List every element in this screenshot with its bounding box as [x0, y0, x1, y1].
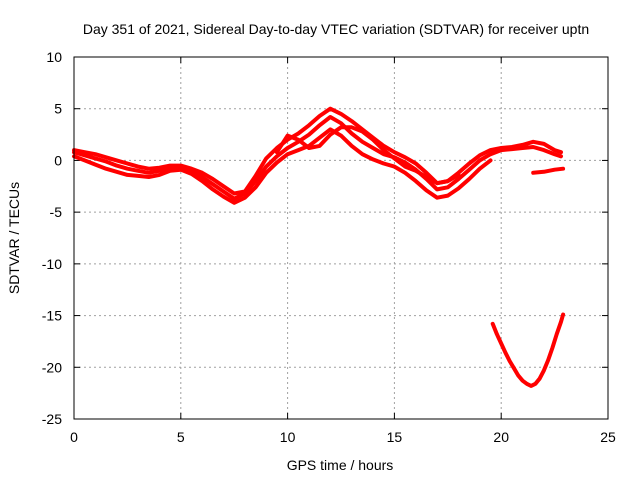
- series-line-track-1: [72, 106, 563, 196]
- series-line-track-6: [490, 312, 566, 388]
- y-tick-label: -15: [42, 308, 62, 324]
- plot-frame: [73, 56, 609, 420]
- x-tick-label: 0: [70, 429, 78, 445]
- y-tick-label: -5: [50, 204, 63, 220]
- y-axis-label: SDTVAR / TECUs: [6, 182, 22, 294]
- tick-layer: 0 5 10 15 20 25 -25 -20 -15 -10 -5 0 5 10: [42, 49, 616, 445]
- y-tick-label: 5: [54, 101, 62, 117]
- y-tick-label: 10: [46, 49, 62, 65]
- x-tick-label: 25: [600, 429, 616, 445]
- chart-title: Day 351 of 2021, Sidereal Day-to-day VTE…: [83, 21, 589, 37]
- series-line-track-5: [531, 166, 566, 175]
- x-tick-label: 20: [493, 429, 509, 445]
- series-layer: [72, 106, 566, 388]
- y-tick-label: 0: [54, 152, 62, 168]
- y-tick-label: -20: [42, 359, 62, 375]
- series-line-track-2: [72, 115, 563, 201]
- x-axis-label: GPS time / hours: [287, 457, 394, 473]
- x-tick-label: 5: [177, 429, 185, 445]
- x-tick-label: 10: [280, 429, 296, 445]
- series-line-track-3: [72, 127, 493, 205]
- y-tick-label: -10: [42, 256, 62, 272]
- y-tick-label: -25: [42, 411, 62, 427]
- x-tick-label: 15: [387, 429, 403, 445]
- series-line-track-4: [274, 125, 461, 186]
- grid-layer: [74, 57, 608, 419]
